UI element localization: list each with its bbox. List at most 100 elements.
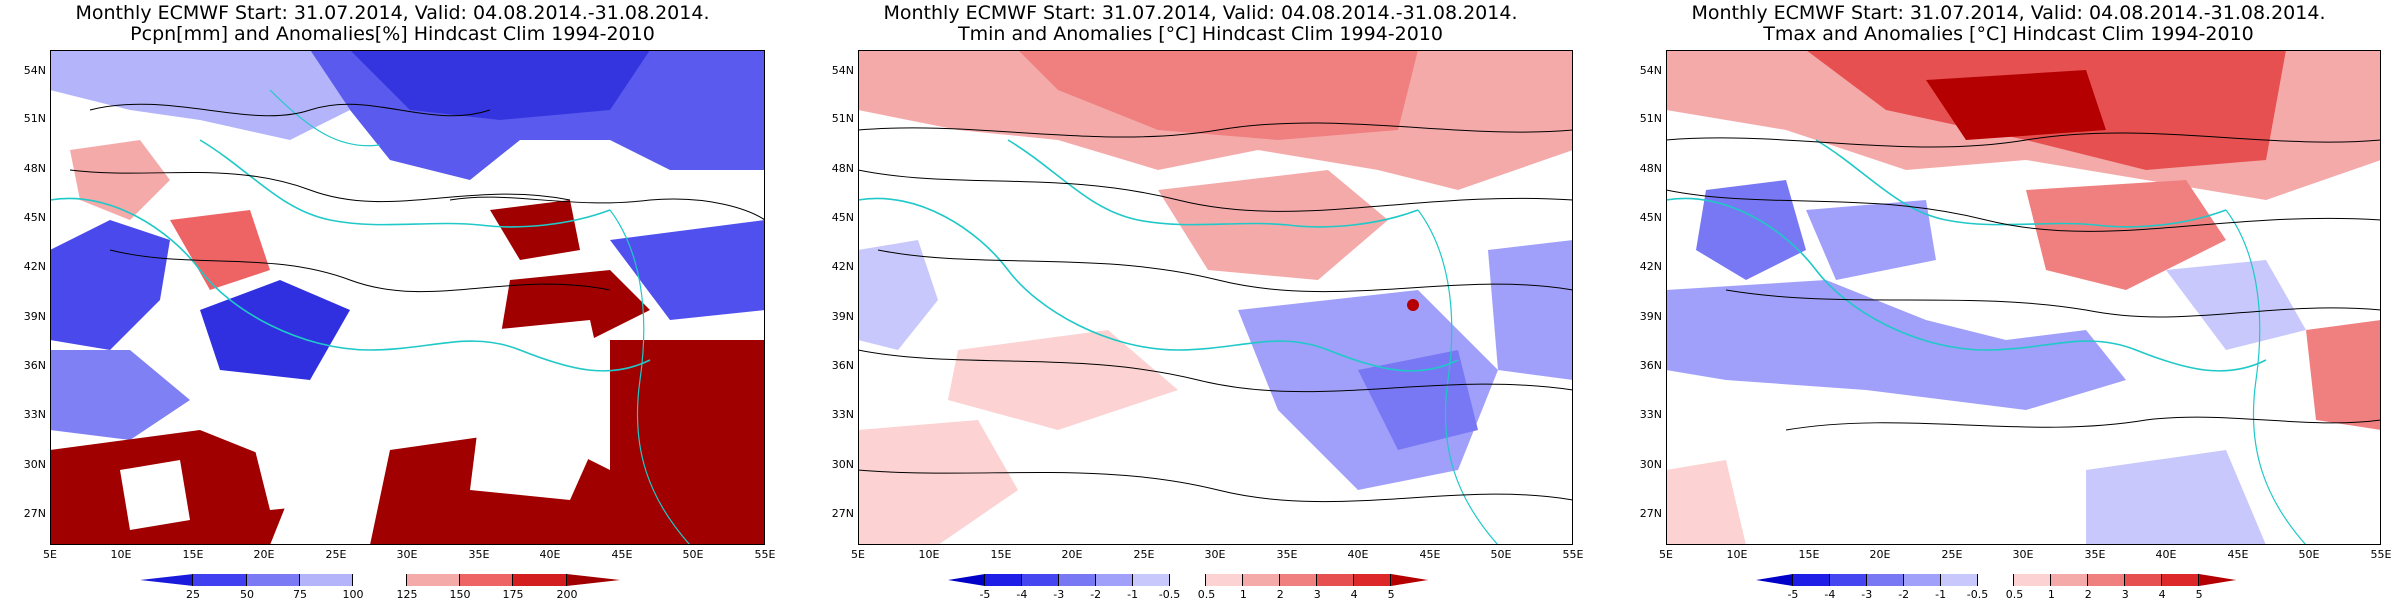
lat-label: 42N: [831, 260, 854, 273]
tmin-panel: Monthly ECMWF Start: 31.07.2014, Valid: …: [808, 0, 1593, 601]
colorbar-label: 3: [2121, 588, 2129, 601]
lat-label: 36N: [831, 359, 854, 372]
colorbar-label: 5: [2195, 588, 2203, 601]
lon-label: 15E: [182, 548, 204, 561]
colorbar-label: -2: [1898, 588, 1910, 601]
colorbar-label: 150: [449, 588, 471, 601]
lon-label: 15E: [1798, 548, 1820, 561]
lat-label: 36N: [23, 359, 46, 372]
colorbar-segment: [1206, 574, 1244, 586]
lat-label: 42N: [1639, 260, 1662, 273]
lat-label: 48N: [23, 162, 46, 175]
colorbar-label: 2: [1276, 588, 1284, 601]
lat-label: 54N: [1639, 64, 1662, 77]
precip-map-graphic: [50, 50, 765, 545]
panel-title-line1: Monthly ECMWF Start: 31.07.2014, Valid: …: [75, 2, 710, 24]
colorbar-segment: [353, 574, 407, 586]
lat-label: 48N: [1639, 162, 1662, 175]
precip-panel: Monthly ECMWF Start: 31.07.2014, Valid: …: [0, 0, 785, 601]
colorbar-label: 3: [1313, 588, 1321, 601]
colorbar-label: -5: [1787, 588, 1799, 601]
lat-label: 27N: [23, 507, 46, 520]
colorbar-label: -1: [1127, 588, 1139, 601]
lat-label: 33N: [1639, 408, 1662, 421]
colorbar-label: -0.5: [1966, 588, 1989, 601]
lat-label: 51N: [23, 112, 46, 125]
lat-label: 30N: [23, 458, 46, 471]
lat-label: 45N: [1639, 211, 1662, 224]
colorbar-segment: [460, 574, 514, 586]
colorbar-label: -0.5: [1158, 588, 1181, 601]
colorbar-label: -2: [1090, 588, 1102, 601]
colorbar-segment: [1021, 574, 1059, 586]
colorbar-label: 100: [342, 588, 364, 601]
colorbar-segment: [1391, 574, 1428, 586]
colorbar-segment: [1903, 574, 1941, 586]
colorbar-segment: [2125, 574, 2163, 586]
colorbar-segment: [948, 574, 985, 586]
lon-label: 5E: [1659, 548, 1673, 561]
colorbar-label: 1: [2047, 588, 2055, 601]
colorbar-label: 175: [502, 588, 524, 601]
panel-title-line2: Tmin and Anomalies [°C] Hindcast Clim 19…: [958, 23, 1443, 45]
panel-title-line1: Monthly ECMWF Start: 31.07.2014, Valid: …: [883, 2, 1518, 24]
colorbar-segment: [2014, 574, 2052, 586]
lon-label: 35E: [468, 548, 490, 561]
colorbar-label: -5: [979, 588, 991, 601]
colorbar-label: -4: [1016, 588, 1028, 601]
colorbar-segment: [1866, 574, 1904, 586]
colorbar: [140, 574, 620, 586]
colorbar-segment: [1058, 574, 1096, 586]
colorbar-label: -3: [1861, 588, 1873, 601]
lon-label: 50E: [2298, 548, 2320, 561]
colorbar-label: 0.5: [2005, 588, 2024, 601]
lat-label: 39N: [1639, 310, 1662, 323]
lat-label: 51N: [1639, 112, 1662, 125]
lon-label: 55E: [2370, 548, 2392, 561]
colorbar-segment: [193, 574, 247, 586]
colorbar-segment: [1792, 574, 1830, 586]
colorbar-segment: [1756, 574, 1793, 586]
lon-label: 10E: [1726, 548, 1748, 561]
lat-label: 39N: [23, 310, 46, 323]
colorbar-segment: [300, 574, 354, 586]
colorbar-segment: [1354, 574, 1392, 586]
lon-label: 30E: [2012, 548, 2034, 561]
lat-label: 51N: [831, 112, 854, 125]
lat-label: 39N: [831, 310, 854, 323]
lon-label: 50E: [682, 548, 704, 561]
lon-label: 25E: [325, 548, 347, 561]
colorbar-segment: [1977, 574, 2015, 586]
colorbar-segment: [246, 574, 300, 586]
precip-anomaly-map: [50, 50, 765, 545]
lat-label: 30N: [831, 458, 854, 471]
colorbar-segment: [984, 574, 1022, 586]
colorbar-label: 125: [396, 588, 418, 601]
colorbar-segment: [2051, 574, 2089, 586]
lon-label: 30E: [1204, 548, 1226, 561]
tmin-map-graphic: [858, 50, 1573, 545]
lon-label: 35E: [1276, 548, 1298, 561]
panel-title-line1: Monthly ECMWF Start: 31.07.2014, Valid: …: [1691, 2, 2326, 24]
lon-label: 20E: [1061, 548, 1083, 561]
colorbar-label: -3: [1053, 588, 1065, 601]
colorbar-label: 4: [1350, 588, 1358, 601]
lon-label: 55E: [1562, 548, 1584, 561]
lon-label: 40E: [2155, 548, 2177, 561]
lat-label: 45N: [831, 211, 854, 224]
lon-label: 45E: [1419, 548, 1441, 561]
lon-label: 30E: [396, 548, 418, 561]
colorbar-segment: [566, 574, 620, 586]
lon-label: 20E: [1869, 548, 1891, 561]
colorbar-segment: [140, 574, 194, 586]
colorbar-segment: [406, 574, 460, 586]
lat-label: 30N: [1639, 458, 1662, 471]
colorbar-segment: [513, 574, 567, 586]
colorbar-segment: [1829, 574, 1867, 586]
colorbar-label: 200: [556, 588, 578, 601]
colorbar-segment: [1243, 574, 1281, 586]
colorbar-label: 5: [1387, 588, 1395, 601]
colorbar-segment: [1095, 574, 1133, 586]
lat-label: 27N: [1639, 507, 1662, 520]
colorbar-label: 0.5: [1197, 588, 1216, 601]
